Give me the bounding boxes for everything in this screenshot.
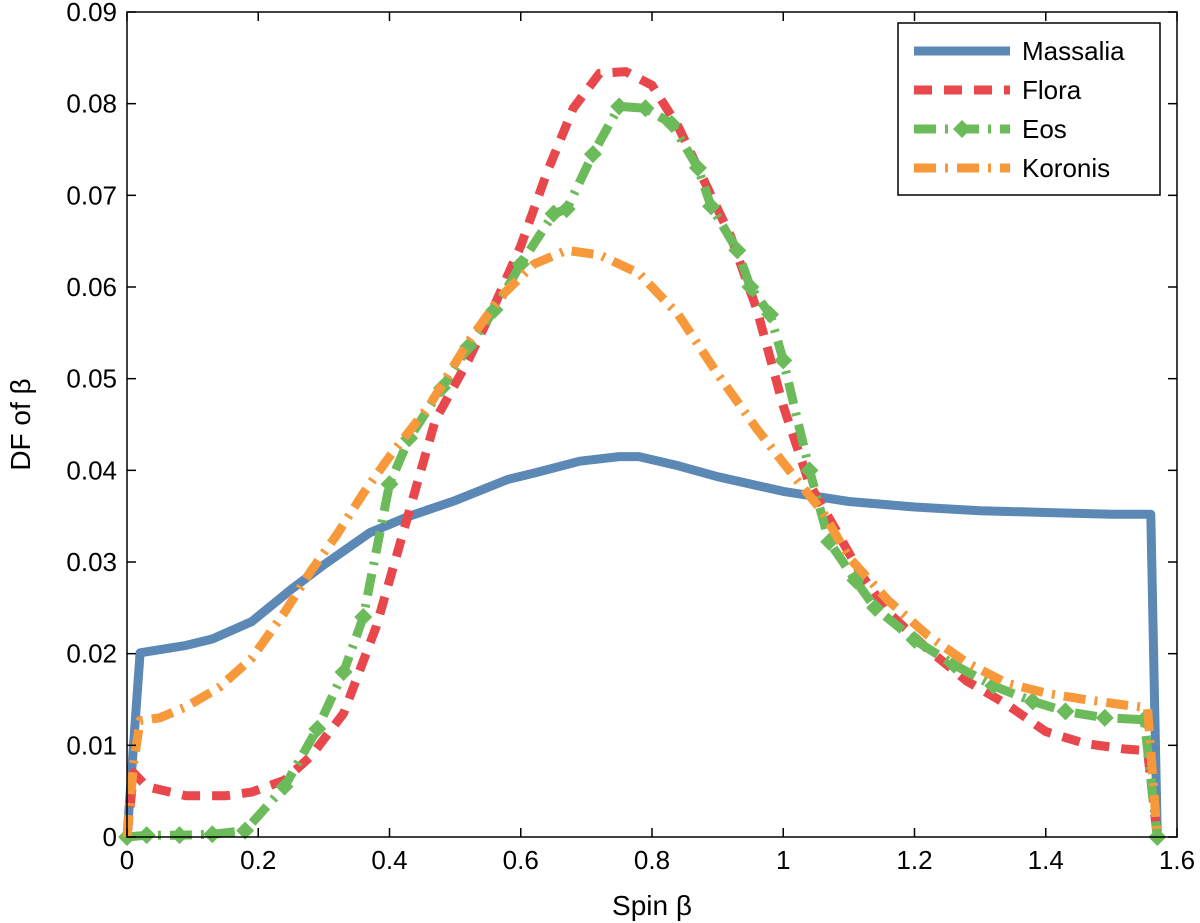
series-eos-marker bbox=[275, 777, 294, 796]
series-eos-marker bbox=[511, 255, 530, 274]
series-eos-marker bbox=[866, 598, 885, 617]
x-axis-title: Spin β bbox=[612, 890, 692, 921]
legend-label-koronis: Koronis bbox=[1022, 153, 1110, 183]
series-eos-marker bbox=[354, 608, 373, 626]
series-eos-marker bbox=[583, 145, 602, 164]
ticks-layer: 0 0.2 0.4 0.6 0.8 1 1.2 1.4 1.6 0 0.01 0.02 0.03 0.04… bbox=[66, 0, 1195, 875]
series-eos-marker bbox=[741, 278, 760, 296]
legend-label-massalia: Massalia bbox=[1022, 36, 1125, 66]
series-eos-marker bbox=[236, 821, 255, 840]
y-tick-label: 0.05 bbox=[66, 364, 117, 394]
series-eos-marker bbox=[170, 826, 189, 845]
x-tick-label: 0.2 bbox=[240, 845, 276, 875]
x-tick-label: 1 bbox=[776, 845, 790, 875]
series-eos-marker bbox=[610, 97, 629, 116]
series-eos-marker bbox=[728, 241, 747, 260]
y-tick-label: 0.04 bbox=[66, 455, 117, 485]
y-axis-title: DF of β bbox=[5, 378, 36, 470]
series-eos-marker bbox=[1056, 702, 1075, 721]
x-tick-label: 1.2 bbox=[896, 845, 932, 875]
y-tick-label: 0.08 bbox=[66, 89, 117, 119]
series-eos-marker bbox=[761, 305, 780, 324]
series-eos-line bbox=[126, 101, 1162, 842]
series-eos-marker bbox=[557, 200, 576, 219]
legend-marker-eos bbox=[953, 120, 971, 138]
legend-label-eos: Eos bbox=[1022, 114, 1067, 144]
series-massalia-line bbox=[122, 452, 1162, 838]
y-tick-label: 0.09 bbox=[66, 0, 117, 27]
y-tick-label: 0.01 bbox=[66, 730, 117, 760]
x-tick-label: 0.6 bbox=[503, 845, 539, 875]
series-eos-marker bbox=[774, 351, 793, 370]
series-eos-marker bbox=[688, 158, 707, 177]
series-eos-marker bbox=[800, 461, 819, 480]
x-tick-label: 0.4 bbox=[371, 845, 407, 875]
series-koronis-line bbox=[122, 245, 1162, 838]
y-tick-label: 0.06 bbox=[66, 272, 117, 302]
y-tick-label: 0.07 bbox=[66, 180, 117, 210]
series-eos-marker bbox=[905, 630, 924, 649]
series-eos-marker bbox=[662, 114, 681, 133]
x-tick-label: 0.8 bbox=[634, 845, 670, 875]
y-tick-label: 0.03 bbox=[66, 547, 117, 577]
x-tick-label: 0 bbox=[120, 845, 134, 875]
series-eos-marker bbox=[334, 663, 353, 681]
legend: Massalia Flora Eos Koronis bbox=[897, 22, 1161, 196]
series-eos-marker bbox=[203, 825, 222, 844]
series-eos-marker bbox=[1023, 692, 1042, 711]
x-tick-label: 1.6 bbox=[1159, 845, 1195, 875]
series-eos-marker bbox=[702, 197, 721, 216]
y-tick-label: 0 bbox=[103, 822, 117, 852]
legend-label-flora: Flora bbox=[1022, 75, 1082, 105]
y-tick-label: 0.02 bbox=[66, 639, 117, 669]
series-eos-marker bbox=[636, 99, 655, 118]
series-eos-marker bbox=[137, 826, 156, 845]
series-eos-marker bbox=[1095, 708, 1114, 727]
series-eos-marker bbox=[308, 719, 327, 738]
series-eos-marker bbox=[380, 475, 399, 494]
series-layer bbox=[118, 67, 1167, 846]
x-tick-label: 1.4 bbox=[1028, 845, 1064, 875]
